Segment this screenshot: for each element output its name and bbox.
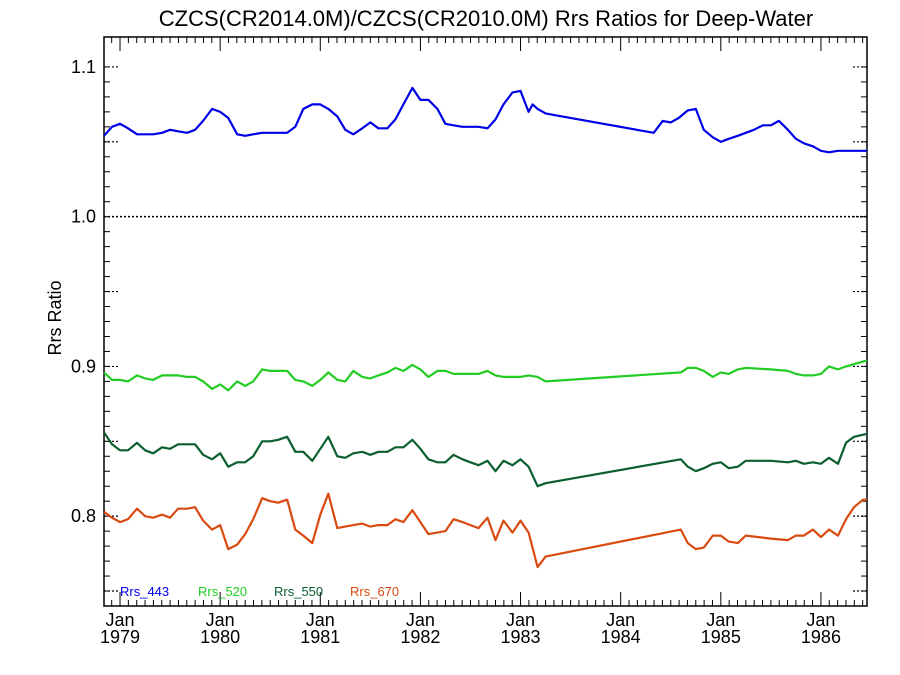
chart-title: CZCS(CR2014.0M)/CZCS(CR2010.0M) Rrs Rati… <box>159 6 813 31</box>
x-tick-label-year: 1984 <box>601 627 641 647</box>
x-tick-label-year: 1980 <box>200 627 240 647</box>
x-tick-label-year: 1979 <box>100 627 140 647</box>
x-tick-label-year: 1981 <box>300 627 340 647</box>
y-tick-label: 1.0 <box>71 207 96 227</box>
x-tick-label-year: 1986 <box>801 627 841 647</box>
legend-entry: Rrs_520 <box>198 584 247 599</box>
series-line-rrs_520 <box>103 359 868 392</box>
x-tick-label-month: Jan <box>606 610 635 630</box>
x-tick-label-month: Jan <box>206 610 235 630</box>
series-line-rrs_670 <box>103 492 867 569</box>
x-tick-label-month: Jan <box>406 610 435 630</box>
y-axis-label: Rrs Ratio <box>45 280 65 355</box>
series-line-rrs_550 <box>103 431 868 488</box>
x-tick-label-month: Jan <box>506 610 535 630</box>
y-tick-label: 0.9 <box>71 356 96 376</box>
x-tick-label-month: Jan <box>306 610 335 630</box>
x-tick-label-year: 1985 <box>701 627 741 647</box>
x-tick-label-year: 1983 <box>501 627 541 647</box>
y-tick-label: 0.8 <box>71 506 96 526</box>
y-tick-label: 1.1 <box>71 57 96 77</box>
legend-entry: Rrs_550 <box>274 584 323 599</box>
legend-entry: Rrs_670 <box>350 584 399 599</box>
x-tick-label-month: Jan <box>106 610 135 630</box>
x-tick-label-year: 1982 <box>400 627 440 647</box>
legend-entry: Rrs_443 <box>120 584 169 599</box>
x-tick-label-month: Jan <box>706 610 735 630</box>
series-line-rrs_443 <box>103 86 867 154</box>
plot-area: 0.80.91.01.1Jan1979Jan1980Jan1981Jan1982… <box>71 36 868 647</box>
x-tick-label-month: Jan <box>806 610 835 630</box>
